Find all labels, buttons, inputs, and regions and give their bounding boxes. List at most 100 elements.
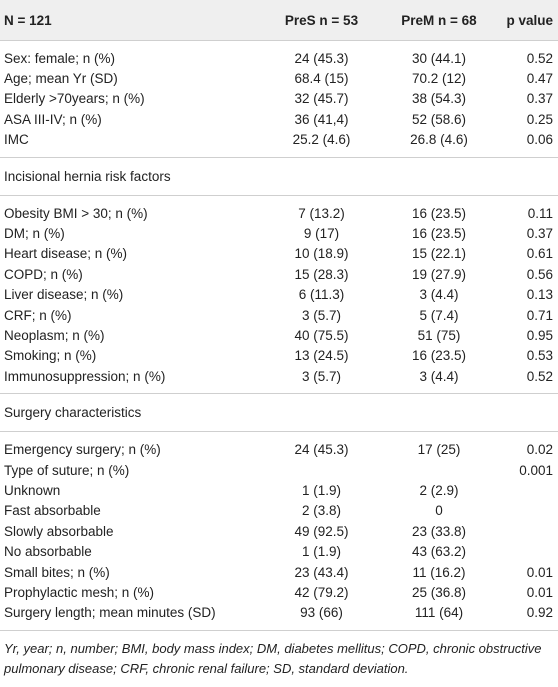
cell: 1 (1.9) bbox=[301, 482, 342, 498]
spacer-cell bbox=[0, 195, 558, 203]
cell: 0.37 bbox=[526, 226, 553, 242]
data-row: IMC 25.2 (4.6) 26.8 (4.6) 0.06 bbox=[0, 130, 558, 150]
cell: Neoplasm; n (%) bbox=[4, 327, 105, 343]
cell bbox=[489, 521, 558, 541]
cell: DM; n (%) bbox=[4, 226, 65, 242]
cell: Surgery length; mean minutes (SD) bbox=[4, 605, 216, 621]
cell: 43 (63.2) bbox=[411, 544, 467, 560]
cell: Prophylactic mesh; n (%) bbox=[4, 584, 155, 600]
cell: 93 (66) bbox=[300, 605, 343, 621]
cell: 1 (1.9) bbox=[301, 544, 342, 560]
data-row: DM; n (%) 9 (17) 16 (23.5) 0.37 bbox=[0, 223, 558, 243]
cell: 0.13 bbox=[526, 287, 553, 303]
cell bbox=[489, 480, 558, 500]
cell: Sex: female; n (%) bbox=[4, 50, 116, 66]
spacer bbox=[0, 622, 558, 631]
cell: 0.52 bbox=[526, 368, 553, 384]
cell: 2 (3.8) bbox=[301, 503, 342, 519]
spacer bbox=[0, 195, 558, 203]
data-row: COPD; n (%) 15 (28.3) 19 (27.9) 0.56 bbox=[0, 264, 558, 284]
data-row: Immunosuppression; n (%) 3 (5.7) 3 (4.4) 0.… bbox=[0, 366, 558, 386]
cell: 5 (7.4) bbox=[419, 307, 459, 323]
cell: 30 (44.1) bbox=[411, 50, 467, 66]
data-row: Age; mean Yr (SD) 68.4 (15) 70.2 (12) 0.47 bbox=[0, 68, 558, 88]
cell: 19 (27.9) bbox=[411, 266, 467, 282]
data-row: Emergency surgery; n (%) 24 (45.3) 17 (25)… bbox=[0, 439, 558, 459]
data-row: Liver disease; n (%) 6 (11.3) 3 (4.4) 0.13 bbox=[0, 285, 558, 305]
cell: 3 (4.4) bbox=[419, 287, 459, 303]
cell: 38 (54.3) bbox=[411, 91, 467, 107]
data-row: Obesity BMI > 30; n (%) 7 (13.2) 16 (23.5)… bbox=[0, 203, 558, 223]
cell: 0.01 bbox=[526, 584, 553, 600]
cell: Obesity BMI > 30; n (%) bbox=[4, 205, 148, 221]
cell: 0.56 bbox=[526, 266, 553, 282]
spacer bbox=[0, 150, 558, 158]
data-row: Neoplasm; n (%) 40 (75.5) 51 (75) 0.95 bbox=[0, 325, 558, 345]
spacer-cell bbox=[0, 150, 558, 158]
cell: Heart disease; n (%) bbox=[4, 246, 128, 262]
cell: 25.2 (4.6) bbox=[292, 132, 351, 148]
cell: 0.52 bbox=[526, 50, 553, 66]
cell: Fast absorbable bbox=[4, 503, 101, 519]
data-row: Heart disease; n (%) 10 (18.9) 15 (22.1) 0.… bbox=[0, 244, 558, 264]
cell: 3 (5.7) bbox=[301, 307, 342, 323]
cell: 0.25 bbox=[526, 111, 553, 127]
spacer bbox=[0, 432, 558, 440]
cell: 36 (41,4) bbox=[294, 111, 349, 127]
cell: IMC bbox=[4, 132, 29, 148]
cell: 111 (64) bbox=[414, 605, 464, 621]
cell: 9 (17) bbox=[303, 226, 340, 242]
cell: 32 (45.7) bbox=[294, 91, 349, 107]
cell: 16 (23.5) bbox=[411, 226, 467, 242]
cell: 24 (45.3) bbox=[294, 442, 349, 458]
data-row: No absorbable 1 (1.9) 43 (63.2) bbox=[0, 541, 558, 561]
cell: 0.61 bbox=[526, 246, 553, 262]
cell: 3 (4.4) bbox=[419, 368, 459, 384]
data-row: ASA III-IV; n (%) 36 (41,4) 52 (58.6) 0.25 bbox=[0, 109, 558, 129]
cell: 17 (25) bbox=[417, 442, 461, 458]
cell: No absorbable bbox=[4, 544, 92, 560]
section-title: Surgery characteristics bbox=[0, 393, 558, 433]
cell: 0.11 bbox=[527, 205, 553, 221]
data-row: Type of suture; n (%) 0.001 bbox=[0, 460, 558, 480]
cell: 16 (23.5) bbox=[411, 205, 467, 221]
cell: 0.001 bbox=[519, 462, 553, 478]
cell: 68.4 (15) bbox=[294, 71, 349, 87]
cell: 0.02 bbox=[526, 442, 553, 458]
table-body: Sex: female; n (%) 24 (45.3) 30 (44.1) 0.52… bbox=[0, 41, 558, 631]
section-row: Surgery characteristics bbox=[0, 393, 558, 433]
cell: COPD; n (%) bbox=[4, 266, 83, 282]
data-row: Prophylactic mesh; n (%) 42 (79.2) 25 (36.… bbox=[0, 582, 558, 602]
cell bbox=[389, 460, 489, 480]
header-cell: PreS n = 53 bbox=[254, 0, 389, 41]
cell: ASA III-IV; n (%) bbox=[4, 111, 102, 127]
section-title: Incisional hernia risk factors bbox=[0, 156, 558, 196]
header-cell: p value bbox=[489, 0, 558, 41]
footnote: Yr, year; n, number; BMI, body mass inde… bbox=[4, 640, 542, 677]
data-table: N = 121 PreS n = 53 PreM n = 68 p value … bbox=[0, 0, 558, 631]
cell: 10 (18.9) bbox=[294, 246, 349, 262]
cell: Age; mean Yr (SD) bbox=[4, 71, 118, 87]
cell: 13 (24.5) bbox=[294, 348, 349, 364]
cell: CRF; n (%) bbox=[4, 307, 72, 323]
cell: Small bites; n (%) bbox=[4, 564, 110, 580]
header-cell: PreM n = 68 bbox=[389, 0, 489, 41]
cell bbox=[489, 501, 558, 521]
cell: Smoking; n (%) bbox=[4, 348, 97, 364]
cell bbox=[489, 541, 558, 561]
cell: 11 (16.2) bbox=[412, 564, 466, 580]
cell: 40 (75.5) bbox=[294, 327, 349, 343]
cell: 25 (36.8) bbox=[411, 584, 467, 600]
cell bbox=[254, 460, 389, 480]
data-row: Sex: female; n (%) 24 (45.3) 30 (44.1) 0.52 bbox=[0, 48, 558, 68]
cell: 26.8 (4.6) bbox=[410, 132, 468, 148]
cell: Liver disease; n (%) bbox=[4, 287, 124, 303]
cell: 0.95 bbox=[526, 327, 553, 343]
spacer-cell bbox=[0, 432, 558, 440]
cell: 51 (75) bbox=[417, 327, 461, 343]
cell: 0.01 bbox=[526, 564, 553, 580]
cell: 0.37 bbox=[526, 91, 553, 107]
cell: 42 (79.2) bbox=[294, 584, 349, 600]
cell: 49 (92.5) bbox=[294, 523, 349, 539]
